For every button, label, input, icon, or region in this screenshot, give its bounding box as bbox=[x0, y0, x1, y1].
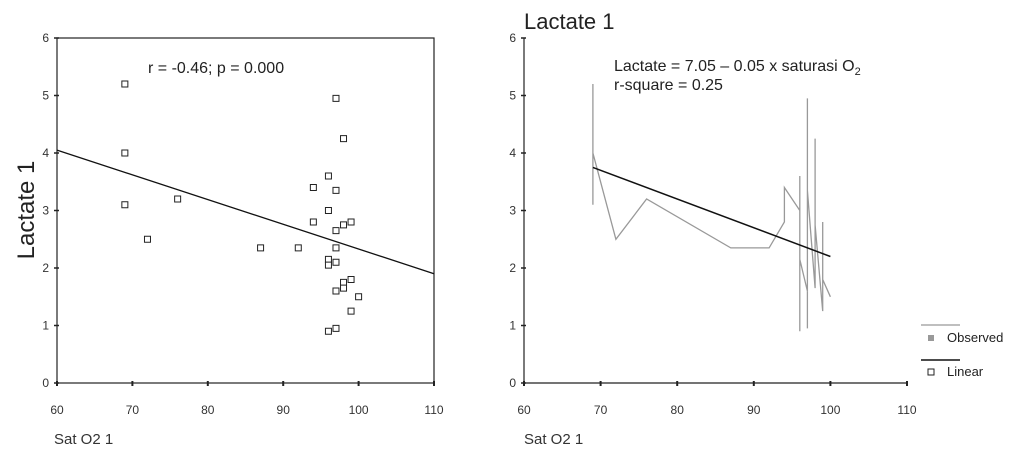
right-y-tick-label: 2 bbox=[509, 261, 516, 275]
rsquare-label: r-square = 0.25 bbox=[614, 77, 723, 94]
regression-equation: Lactate = 7.05 – 0.05 x saturasi O2 bbox=[614, 58, 861, 78]
data-point bbox=[355, 293, 363, 301]
data-point bbox=[340, 278, 348, 286]
y-axis-label: Lactate 1 bbox=[13, 161, 40, 260]
data-point bbox=[340, 284, 348, 292]
left-x-tick-label: 110 bbox=[424, 403, 443, 417]
x-tick-labels: 60 70 80 90 100 110 bbox=[50, 381, 444, 417]
right-x-tick-label: 110 bbox=[897, 403, 916, 417]
data-point bbox=[347, 276, 355, 283]
right-x-tick-label: 60 bbox=[517, 403, 531, 417]
right-x-tick-label: 70 bbox=[594, 403, 608, 417]
observed-series-line bbox=[592, 84, 831, 332]
legend-linear-marker bbox=[927, 368, 935, 376]
left-y-tick-label: 6 bbox=[42, 31, 49, 45]
data-point bbox=[174, 195, 182, 203]
left-y-tick-label: 0 bbox=[42, 376, 49, 390]
equation-subscript: 2 bbox=[855, 66, 861, 78]
data-point bbox=[332, 186, 340, 194]
left-y-tick-label: 1 bbox=[42, 319, 49, 333]
legend: Observed Linear bbox=[921, 324, 1003, 379]
data-point bbox=[121, 149, 129, 157]
data-point bbox=[121, 201, 129, 209]
plot-frame bbox=[56, 37, 435, 384]
right-y-tick-label: 3 bbox=[509, 204, 516, 218]
legend-observed-marker bbox=[928, 335, 934, 341]
data-point bbox=[309, 184, 317, 191]
data-point bbox=[332, 324, 340, 332]
left-y-tick-label: 2 bbox=[42, 261, 49, 275]
left-y-tick-label: 4 bbox=[42, 146, 49, 160]
curve-fit-chart: Lactate 1 0 1 2 3 4 5 6 60 70 80 90 100 110 Lactate… bbox=[509, 9, 1003, 448]
data-point bbox=[332, 258, 340, 266]
left-x-tick-label: 80 bbox=[201, 403, 215, 417]
data-point bbox=[324, 327, 332, 335]
data-point bbox=[324, 172, 332, 180]
y-tick-labels: 0 1 2 3 4 5 6 bbox=[509, 31, 526, 390]
right-y-tick-label: 4 bbox=[509, 146, 516, 160]
data-point bbox=[332, 94, 340, 102]
data-point bbox=[347, 218, 355, 226]
correlation-annotation: r = -0.46; p = 0.000 bbox=[148, 60, 284, 77]
chart-title: Lactate 1 bbox=[524, 9, 615, 34]
y-tick-labels: 0 1 2 3 4 5 6 bbox=[42, 31, 59, 390]
data-point bbox=[309, 218, 317, 226]
data-point bbox=[340, 135, 348, 143]
data-point bbox=[324, 207, 332, 214]
data-point bbox=[257, 244, 265, 252]
data-point bbox=[332, 287, 340, 295]
data-point bbox=[324, 255, 332, 263]
x-axis-label: Sat O2 1 bbox=[54, 431, 113, 448]
right-x-tick-label: 100 bbox=[820, 403, 840, 417]
left-x-tick-label: 60 bbox=[50, 403, 64, 417]
right-y-tick-label: 1 bbox=[509, 319, 516, 333]
linear-series-line bbox=[592, 166, 831, 258]
left-x-tick-label: 70 bbox=[126, 403, 140, 417]
data-point bbox=[340, 221, 348, 229]
data-point bbox=[294, 244, 302, 252]
right-y-tick-label: 6 bbox=[509, 31, 516, 45]
right-y-tick-label: 5 bbox=[509, 89, 516, 103]
left-x-tick-label: 100 bbox=[349, 403, 369, 417]
right-y-tick-label: 0 bbox=[509, 376, 516, 390]
data-points bbox=[121, 80, 363, 335]
right-x-tick-label: 90 bbox=[747, 403, 761, 417]
right-x-tick-label: 80 bbox=[671, 403, 685, 417]
x-axis-label: Sat O2 1 bbox=[524, 431, 583, 448]
data-point bbox=[121, 80, 129, 88]
scatter-chart: 0 1 2 3 4 5 6 60 70 80 90 100 110 r = -0.46; p = 0.… bbox=[13, 31, 444, 448]
legend-observed-label: Observed bbox=[947, 330, 1003, 345]
data-point bbox=[332, 244, 340, 252]
data-point bbox=[324, 261, 332, 269]
legend-linear-label: Linear bbox=[947, 364, 984, 379]
data-point bbox=[347, 307, 355, 315]
left-y-tick-label: 3 bbox=[42, 204, 49, 218]
left-y-tick-label: 5 bbox=[42, 89, 49, 103]
regression-line bbox=[56, 149, 435, 275]
left-x-tick-label: 90 bbox=[277, 403, 291, 417]
x-tick-labels: 60 70 80 90 100 110 bbox=[517, 381, 917, 417]
data-point bbox=[332, 227, 340, 235]
data-point bbox=[143, 235, 151, 243]
